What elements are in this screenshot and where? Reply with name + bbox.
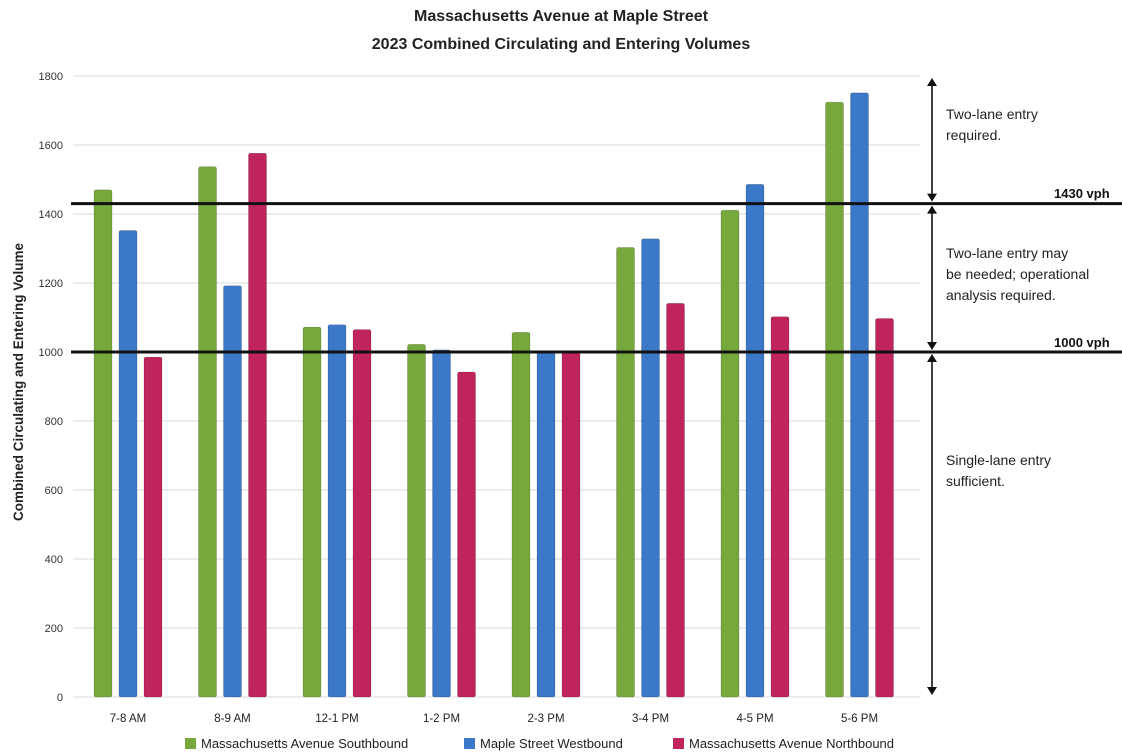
y-tick-label: 1000 [39, 347, 63, 359]
bar [223, 285, 242, 698]
y-tick-label: 1800 [39, 71, 63, 83]
annotation-line: analysis required. [946, 287, 1056, 303]
legend-item-northbound: Massachusetts Avenue Northbound [673, 736, 894, 751]
y-tick-label: 0 [57, 692, 63, 704]
annotation-line: Single-lane entry [946, 452, 1052, 468]
legend-label: Massachusetts Avenue Southbound [201, 736, 409, 751]
annotation-two-lane-required: Two-lane entry required. [946, 104, 1116, 146]
y-tick-label: 400 [45, 554, 63, 566]
y-tick-label: 600 [45, 485, 63, 497]
legend-swatch-southbound [185, 738, 196, 749]
bar [561, 352, 581, 698]
x-tick-label: 2-3 PM [527, 713, 564, 725]
y-axis-label: Combined Circulating and Entering Volume [11, 243, 26, 522]
bars [93, 92, 894, 698]
legend-label: Massachusetts Avenue Northbound [689, 736, 895, 751]
bar [770, 316, 790, 698]
x-tick-label: 12-1 PM [315, 713, 358, 725]
bar [875, 318, 894, 698]
bar [352, 329, 372, 698]
range-arrow-head [927, 205, 937, 214]
annotation-line: sufficient. [946, 473, 1005, 489]
bar [850, 92, 869, 698]
range-arrow-head [927, 193, 937, 202]
y-tick-labels: 0 200 400 600 800 1000 1200 1400 1600 1800 [39, 71, 63, 704]
legend-label: Maple Street Westbound [480, 736, 623, 751]
bar [457, 371, 476, 698]
annotation-line: required. [946, 127, 1002, 143]
y-tick-label: 200 [45, 623, 63, 635]
bar [641, 238, 660, 698]
bar [143, 356, 163, 698]
bar [248, 152, 267, 698]
annotation-line: Two-lane entry may [946, 245, 1069, 261]
annotation-line: Two-lane entry [946, 106, 1038, 122]
y-tick-label: 800 [45, 416, 63, 428]
bar [536, 352, 556, 698]
x-tick-label: 5-6 PM [841, 713, 878, 725]
legend: Massachusetts Avenue Southbound Maple St… [0, 736, 1122, 754]
range-arrows [927, 78, 937, 695]
range-arrow-head [927, 354, 937, 362]
legend-swatch-westbound [464, 738, 475, 749]
bar [825, 101, 844, 698]
legend-item-southbound: Massachusetts Avenue Southbound [185, 736, 408, 751]
x-tick-label: 1-2 PM [423, 713, 460, 725]
legend-swatch-northbound [673, 738, 684, 749]
annotation-line: be needed; operational [946, 266, 1090, 282]
range-arrow-head [927, 342, 937, 350]
x-tick-labels: 7-8 AM 8-9 AM 12-1 PM 1-2 PM 2-3 PM 3-4 PM 4-5… [110, 713, 878, 725]
threshold-label-1430: 1430 vph [1054, 186, 1110, 201]
chart-subtitle: 2023 Combined Circulating and Entering V… [371, 36, 751, 53]
bar [93, 189, 113, 698]
bar [720, 209, 740, 698]
range-arrow-head [927, 78, 937, 86]
bar [432, 349, 451, 698]
bar [745, 184, 765, 698]
bar [327, 324, 347, 698]
chart-title: Massachusetts Avenue at Maple Street [413, 8, 709, 25]
annotation-two-lane-may-be-needed: Two-lane entry may be needed; operationa… [946, 243, 1116, 306]
x-tick-label: 4-5 PM [736, 713, 773, 725]
range-arrow-head [927, 687, 937, 695]
legend-item-westbound: Maple Street Westbound [464, 736, 623, 751]
annotation-single-lane-sufficient: Single-lane entry sufficient. [946, 450, 1116, 492]
threshold-label-1000: 1000 vph [1054, 335, 1110, 350]
x-tick-label: 8-9 AM [214, 713, 250, 725]
x-tick-label: 3-4 PM [632, 713, 669, 725]
bar [198, 166, 217, 698]
bar [666, 303, 685, 698]
bar [511, 332, 531, 698]
y-tick-label: 1200 [39, 278, 63, 290]
bar [302, 326, 322, 698]
x-tick-label: 7-8 AM [110, 713, 146, 725]
bar [616, 247, 635, 698]
y-tick-label: 1400 [39, 209, 63, 221]
bar [118, 230, 138, 698]
threshold-lines [71, 202, 1122, 354]
bar [407, 344, 426, 698]
y-tick-label: 1600 [39, 140, 63, 152]
